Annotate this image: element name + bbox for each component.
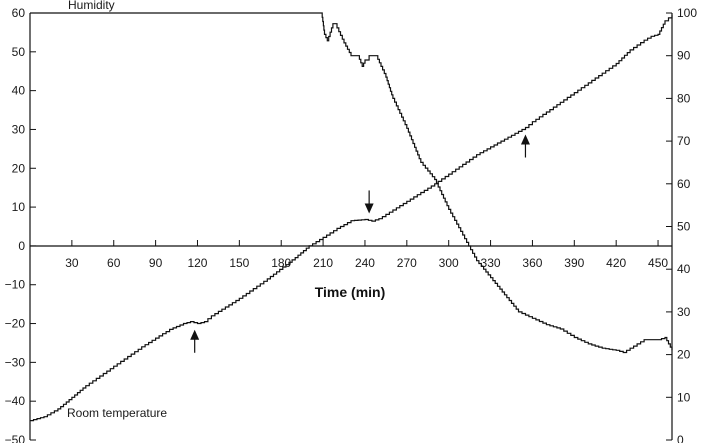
right-tick-label: 50 [677, 220, 691, 234]
x-tick-label: 420 [606, 256, 626, 270]
series-line-room-temperature [30, 14, 673, 422]
left-tick-label: 50 [12, 45, 26, 59]
x-tick-label: 90 [149, 256, 163, 270]
arrow-head [520, 134, 530, 145]
x-tick-label: 300 [439, 256, 459, 270]
left-tick-label: 20 [12, 161, 26, 175]
right-tick-label: 60 [677, 177, 691, 191]
x-tick-label: 360 [522, 256, 542, 270]
x-tick-label: 210 [313, 256, 333, 270]
left-tick-label: 60 [12, 6, 26, 20]
x-tick-label: 270 [397, 256, 417, 270]
series-label-room-temperature: Room temperature [67, 406, 167, 420]
left-tick-label: −50 [5, 433, 26, 443]
annotation-layer [190, 134, 530, 353]
plot-frame [29, 13, 673, 440]
arrow-head [190, 329, 200, 340]
x-tick-label: 30 [65, 256, 79, 270]
left-tick-label: 0 [18, 239, 25, 253]
left-tick-label: 30 [12, 122, 26, 136]
right-tick-label: 0 [677, 433, 684, 443]
x-tick-label: 450 [648, 256, 668, 270]
right-tick-label: 70 [677, 134, 691, 148]
right-tick-label: 90 [677, 49, 691, 63]
right-y-axis: 0 10 20 30 40 50 60 70 80 90 100 [666, 6, 697, 443]
right-tick-label: 40 [677, 262, 691, 276]
right-tick-label: 80 [677, 91, 691, 105]
x-tick-label: 330 [481, 256, 501, 270]
right-tick-label: 30 [677, 305, 691, 319]
left-y-axis: −50 −40 −30 −20 −10 0 10 20 30 40 50 60 [5, 6, 36, 443]
right-tick-label: 20 [677, 348, 691, 362]
left-tick-label: 10 [12, 200, 26, 214]
left-tick-label: −10 [5, 278, 26, 292]
series-label-humidity: Humidity [68, 0, 115, 12]
x-tick-label: 150 [229, 256, 249, 270]
left-tick-label: −20 [5, 317, 26, 331]
series-line-humidity [30, 12, 673, 354]
left-tick-label: −40 [5, 394, 26, 408]
left-tick-label: −30 [5, 355, 26, 369]
x-tick-label: 390 [564, 256, 584, 270]
left-tick-label: 40 [12, 84, 26, 98]
series-layer [30, 12, 673, 422]
right-tick-label: 100 [677, 6, 697, 20]
x-axis: 30 60 90 120 150 180 210 240 270 300 330 360 390 420 4… [65, 240, 668, 270]
right-tick-label: 10 [677, 390, 691, 404]
x-axis-title: Time (min) [315, 284, 386, 300]
x-tick-label: 120 [187, 256, 207, 270]
x-tick-label: 240 [355, 256, 375, 270]
x-tick-label: 60 [107, 256, 121, 270]
arrow-head [364, 203, 374, 214]
